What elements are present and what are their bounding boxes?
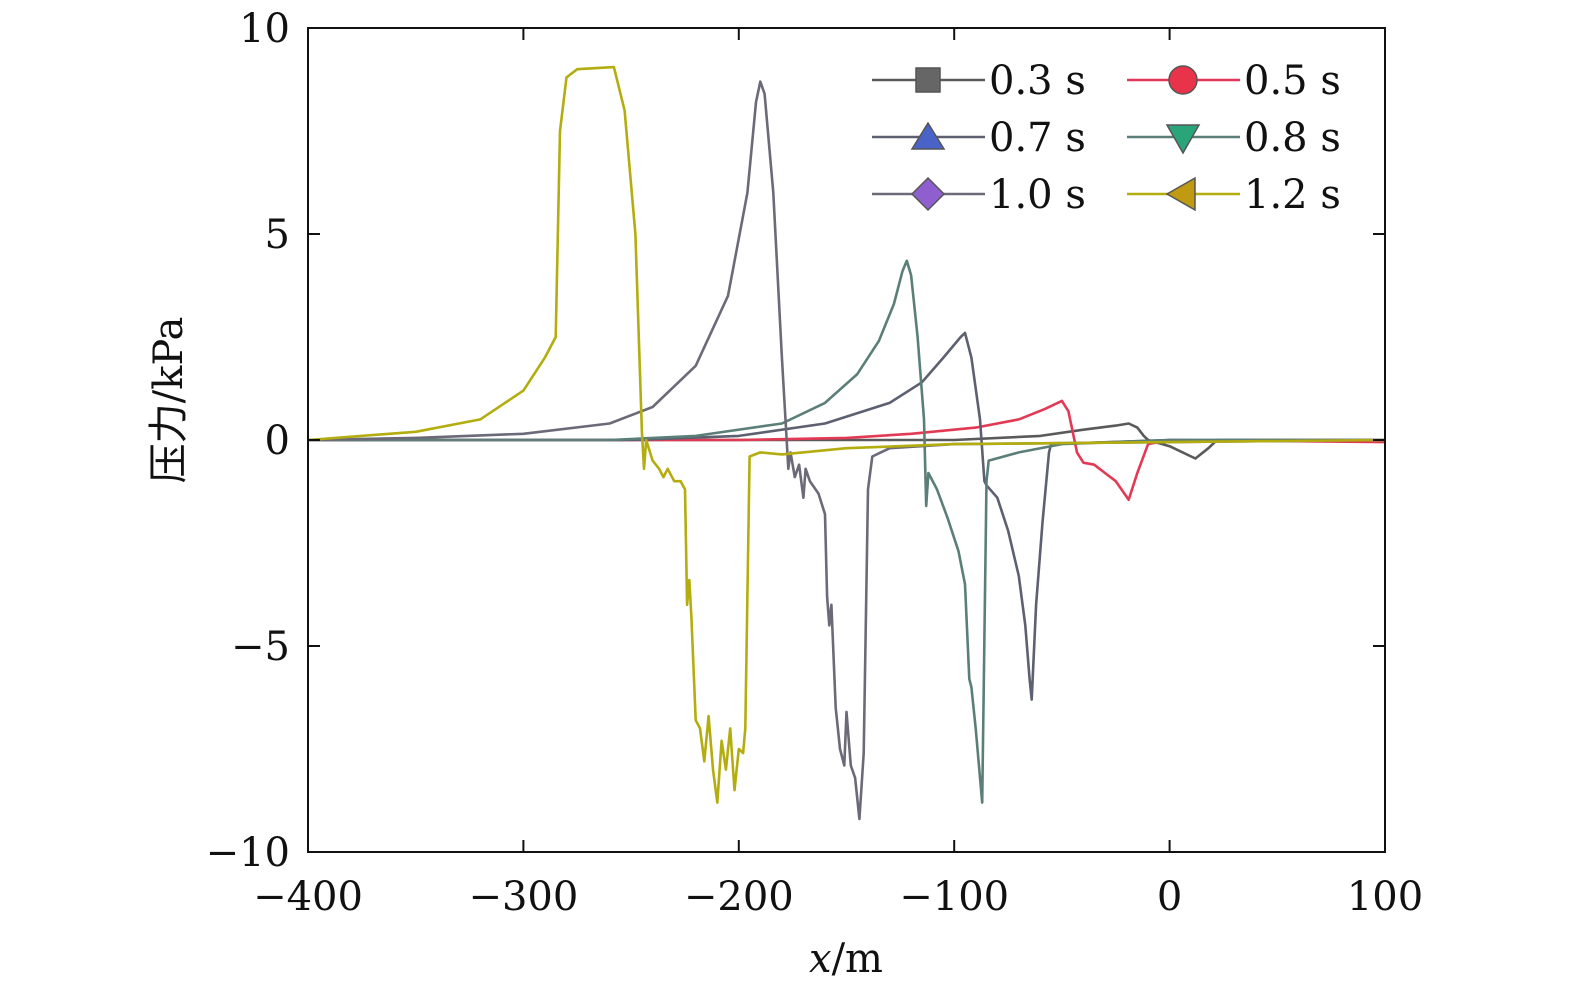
legend-item: 1.2 s <box>1127 172 1341 218</box>
series-line-05s <box>308 399 1386 501</box>
y-tick-label: −5 <box>231 624 290 670</box>
legend-item: 0.3 s <box>872 58 1086 104</box>
legend: 0.3 s 0.5 s 0.7 s 0.8 s 1.0 s 1.2 s <box>872 58 1341 218</box>
y-tick-label: 0 <box>265 418 290 464</box>
series-line-07s <box>308 331 1385 701</box>
legend-label: 1.0 s <box>989 172 1086 218</box>
legend-label: 0.5 s <box>1244 58 1341 104</box>
x-axis-label-variable: x <box>809 936 832 982</box>
triangle-left-marker-icon <box>1165 176 1196 212</box>
x-tick-label: −300 <box>468 874 578 920</box>
x-tick-label: −400 <box>253 874 363 920</box>
series-line-08s <box>308 259 1385 804</box>
axis-ticks: −400 −300 −200 −100 0 100 −10 −5 0 5 10 <box>206 6 1424 920</box>
legend-item: 1.0 s <box>872 172 1086 218</box>
y-tick-label: 10 <box>239 6 290 52</box>
x-tick-label: −100 <box>899 874 1009 920</box>
x-axis-label-unit: /m <box>832 936 883 982</box>
y-axis-label: 压力/kPa <box>146 317 192 484</box>
x-tick-label: 100 <box>1347 874 1423 920</box>
triangle-up-marker-icon <box>910 121 946 150</box>
legend-label: 0.3 s <box>989 58 1086 104</box>
x-axis-label: x/m <box>809 936 883 982</box>
legend-label: 0.7 s <box>989 115 1086 161</box>
triangle-down-marker-icon <box>1165 124 1201 155</box>
legend-item: 0.7 s <box>872 115 1086 161</box>
legend-label: 0.8 s <box>1244 115 1341 161</box>
circle-marker-icon <box>1168 65 1198 95</box>
legend-item: 0.5 s <box>1127 58 1341 104</box>
diamond-marker-icon <box>910 176 946 212</box>
y-tick-label: 5 <box>265 212 290 258</box>
legend-item: 0.8 s <box>1127 115 1341 161</box>
series-line-10s <box>307 80 1386 821</box>
series-line-12s <box>307 65 1386 804</box>
square-marker-icon <box>915 67 941 93</box>
series-layer <box>307 65 1386 821</box>
series-line-03s <box>308 422 1385 460</box>
legend-label: 1.2 s <box>1244 172 1341 218</box>
y-tick-label: −10 <box>206 830 290 876</box>
x-tick-label: −200 <box>684 874 794 920</box>
x-tick-label: 0 <box>1157 874 1182 920</box>
